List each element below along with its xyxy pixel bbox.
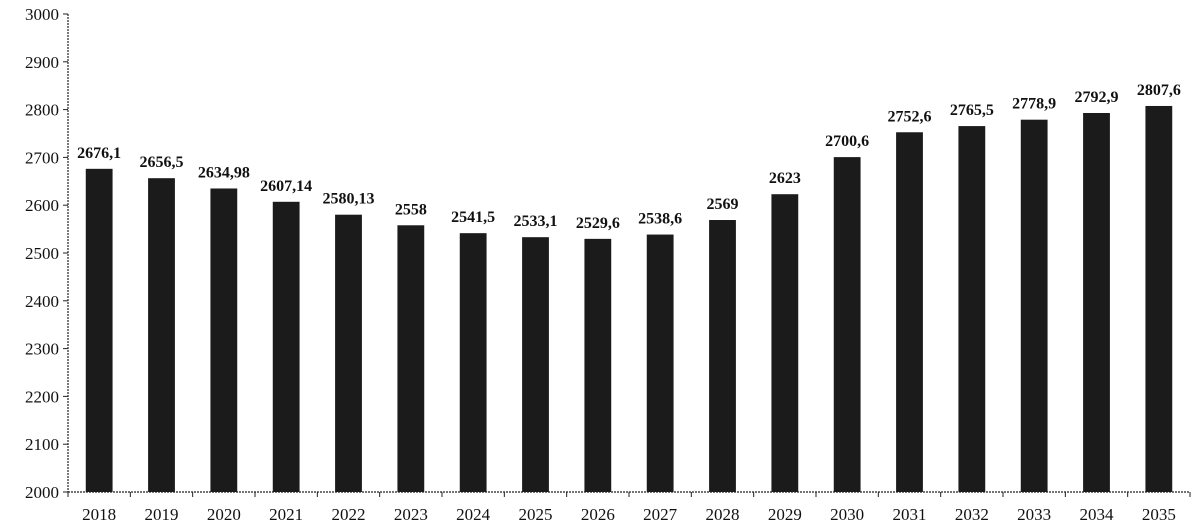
data-label-2034: 2792,9 xyxy=(1075,89,1119,106)
chart-data-labels: 2018 2676,1 2019 2656,5 2020 2634,98 2021 2607,… xyxy=(77,82,1181,524)
bar-2027 xyxy=(646,234,674,492)
bar-2018 xyxy=(85,168,113,492)
data-label-2023: 2558 xyxy=(395,201,427,218)
x-tick-label: 2032 xyxy=(955,505,989,524)
bar-2025 xyxy=(522,237,549,492)
y-tick-label: 2400 xyxy=(25,292,59,311)
data-label-2021: 2607,14 xyxy=(260,178,312,195)
x-tick-label: 2034 xyxy=(1080,505,1115,524)
bar-2032 xyxy=(958,126,986,492)
y-tick-label: 2800 xyxy=(25,101,59,120)
bar-2033 xyxy=(1020,119,1048,493)
x-tick-label: 2029 xyxy=(768,505,802,524)
y-tick-label: 2300 xyxy=(25,340,59,359)
y-tick-label: 2700 xyxy=(25,148,59,167)
data-label-2025: 2533,1 xyxy=(514,213,558,230)
bar-2035 xyxy=(1145,105,1173,493)
data-label-2018: 2676,1 xyxy=(77,145,121,162)
chart-bars xyxy=(85,105,1173,493)
data-label-2033: 2778,9 xyxy=(1012,96,1056,113)
x-tick-label: 2030 xyxy=(830,505,864,524)
x-tick-label: 2025 xyxy=(519,505,553,524)
data-label-2030: 2700,6 xyxy=(825,133,869,150)
y-tick-label: 2500 xyxy=(25,244,59,263)
bar-2030 xyxy=(833,157,861,492)
bar-2020 xyxy=(210,188,238,492)
y-tick-label: 2600 xyxy=(25,196,59,215)
x-tick-label: 2021 xyxy=(269,505,303,524)
x-tick-label: 2022 xyxy=(332,505,366,524)
data-label-2032: 2765,5 xyxy=(950,102,994,119)
x-tick-label: 2018 xyxy=(82,505,116,524)
x-tick-label: 2024 xyxy=(456,505,491,524)
x-tick-label: 2019 xyxy=(145,505,179,524)
data-label-2027: 2538,6 xyxy=(638,211,682,228)
y-tick-label: 3000 xyxy=(25,5,59,24)
data-label-2031: 2752,6 xyxy=(888,108,932,125)
bar-2024 xyxy=(459,233,487,492)
y-tick-label: 2200 xyxy=(25,387,59,406)
bar-2028 xyxy=(709,220,736,492)
bar-2034 xyxy=(1083,112,1110,492)
data-label-2019: 2656,5 xyxy=(140,154,184,171)
bar-2019 xyxy=(148,178,175,492)
x-tick-label: 2026 xyxy=(581,505,615,524)
x-tick-label: 2020 xyxy=(207,505,241,524)
data-label-2035: 2807,6 xyxy=(1137,82,1181,99)
y-tick-label: 2100 xyxy=(25,435,59,454)
bar-2021 xyxy=(272,201,300,492)
bar-2026 xyxy=(584,238,612,492)
chart-axes: 2000 2100 2200 2300 2400 2500 2600 2700 2800 2900… xyxy=(25,5,1191,502)
data-label-2029: 2623 xyxy=(769,170,801,187)
data-label-2020: 2634,98 xyxy=(198,164,250,181)
x-tick-label: 2027 xyxy=(643,505,678,524)
data-label-2028: 2569 xyxy=(707,196,739,213)
data-label-2024: 2541,5 xyxy=(451,209,495,226)
bar-2022 xyxy=(335,214,362,492)
data-label-2022: 2580,13 xyxy=(323,191,375,208)
y-tick-label: 2000 xyxy=(25,483,59,502)
bar-2029 xyxy=(771,194,799,492)
bar-2023 xyxy=(397,225,425,492)
y-tick-label: 2900 xyxy=(25,53,59,72)
x-tick-label: 2028 xyxy=(706,505,740,524)
x-tick-label: 2031 xyxy=(893,505,927,524)
x-tick-label: 2035 xyxy=(1142,505,1176,524)
x-tick-label: 2023 xyxy=(394,505,428,524)
data-label-2026: 2529,6 xyxy=(576,215,620,232)
bar-2031 xyxy=(896,132,923,492)
x-tick-label: 2033 xyxy=(1017,505,1051,524)
